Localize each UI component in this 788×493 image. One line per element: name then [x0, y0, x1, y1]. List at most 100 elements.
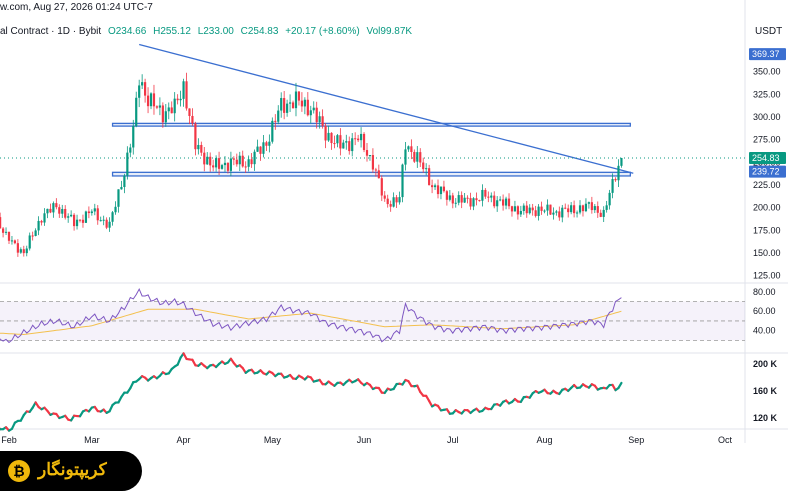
candle: [463, 197, 466, 203]
candle: [70, 214, 73, 217]
zone-upper[interactable]: [111, 122, 631, 127]
volume-value: Vol99.87K: [366, 26, 413, 37]
x-tick-label: Oct: [718, 435, 733, 445]
candle: [212, 165, 215, 168]
y-tick-label: 200.00: [753, 203, 781, 213]
obv-tick-label: 200 K: [753, 359, 778, 369]
candle: [395, 197, 398, 203]
candle: [413, 151, 416, 162]
candle: [419, 152, 422, 163]
candle: [223, 162, 227, 166]
candle: [84, 211, 88, 223]
zone-lower[interactable]: [111, 171, 631, 177]
candle: [220, 165, 224, 169]
candle: [250, 159, 253, 165]
candle: [611, 179, 614, 193]
candle: [493, 195, 496, 207]
candle: [300, 100, 304, 107]
brand-logo: ₿ کریپتونگار: [0, 451, 142, 491]
candle: [179, 98, 182, 101]
candle: [389, 204, 392, 207]
trendline[interactable]: [139, 43, 634, 174]
candle: [546, 204, 549, 211]
candle: [499, 199, 502, 201]
candle: [170, 107, 173, 114]
candle: [158, 105, 161, 108]
candle: [111, 212, 114, 222]
candle: [78, 219, 82, 221]
candle: [81, 219, 85, 223]
candle: [354, 138, 357, 140]
candle: [318, 116, 321, 123]
candle: [173, 98, 176, 114]
candle: [404, 149, 407, 165]
candle: [31, 235, 34, 237]
candle: [564, 207, 567, 209]
candle: [10, 240, 14, 242]
rsi-line: [0, 287, 622, 344]
x-tick-label: May: [264, 435, 282, 445]
price-label-box: [749, 48, 786, 61]
candle: [58, 207, 61, 214]
candle: [64, 208, 67, 218]
y-tick-label: 325.00: [753, 89, 781, 99]
rsi-tick-label: 80.00: [753, 287, 776, 297]
x-tick-label: Aug: [537, 435, 553, 445]
candle: [357, 138, 360, 141]
candle: [4, 231, 8, 233]
candle: [22, 249, 25, 254]
candle: [99, 220, 102, 222]
candle: [555, 211, 558, 213]
candle: [487, 196, 490, 198]
close-value: C254.83: [240, 26, 279, 37]
candle: [531, 207, 534, 211]
candle: [584, 203, 588, 212]
candle: [114, 206, 117, 213]
candle: [143, 82, 147, 96]
candle: [244, 166, 247, 168]
candle: [226, 162, 230, 171]
bitcoin-icon: ₿: [8, 460, 30, 482]
candle: [513, 206, 517, 212]
ohlc-legend: al Contract · 1D · Bybit O234.66 H255.12…: [0, 26, 416, 37]
candle: [348, 141, 351, 152]
obv-segment: [108, 403, 114, 413]
candle: [155, 106, 159, 108]
candle: [422, 162, 425, 170]
obv-tick-label: 160 K: [753, 386, 778, 396]
candle: [277, 110, 280, 122]
candle: [416, 152, 419, 162]
brand-name: کریپتونگار: [38, 460, 107, 479]
candle: [558, 211, 561, 218]
price-label: 239.72: [752, 167, 780, 177]
candle: [339, 135, 342, 149]
candle: [96, 208, 99, 221]
candle: [581, 205, 585, 212]
candle: [46, 208, 49, 214]
candle: [433, 185, 437, 188]
candle: [525, 205, 528, 214]
candle: [306, 99, 309, 116]
obv-segment: [10, 421, 17, 430]
candle: [410, 146, 413, 152]
candle: [507, 198, 511, 207]
candle: [135, 97, 138, 127]
obv-segment: [617, 381, 623, 390]
candle: [593, 206, 596, 211]
candle: [534, 210, 537, 216]
candle: [537, 206, 540, 216]
candle: [330, 132, 333, 144]
candle: [602, 209, 605, 217]
candle: [297, 91, 301, 101]
candle: [294, 91, 298, 109]
price-label-box: [749, 165, 786, 178]
candle: [407, 146, 410, 150]
obv-tick-label: 120 K: [753, 413, 778, 423]
candle: [265, 142, 268, 146]
price-label-box: [749, 151, 786, 164]
candle: [215, 158, 218, 168]
candle: [401, 164, 404, 198]
candle: [247, 159, 250, 167]
candle: [478, 200, 481, 202]
